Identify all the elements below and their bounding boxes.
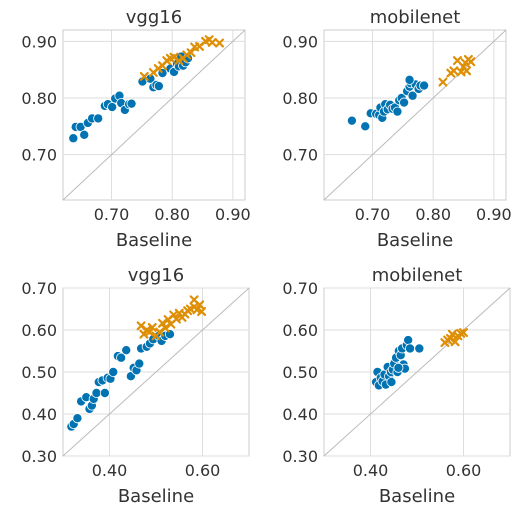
subplot-mobilenet-bottom: 0.40 0.60 0.30 0.40 0.50 0.60 0.70 mobilenet B… bbox=[282, 265, 511, 506]
data-point bbox=[346, 115, 357, 126]
plot-area: 0.70 0.80 0.90 0.70 0.80 0.90 bbox=[21, 29, 251, 224]
identity-line bbox=[323, 287, 511, 457]
subplot-title: mobilenet bbox=[372, 265, 463, 286]
x-tick-label: 0.60 bbox=[446, 461, 482, 480]
data-point bbox=[407, 90, 418, 101]
data-point-x bbox=[189, 295, 199, 305]
data-point bbox=[72, 413, 83, 424]
data-point bbox=[99, 387, 110, 398]
x-tick-label: 0.70 bbox=[355, 205, 391, 224]
identity-line bbox=[62, 29, 246, 201]
data-point bbox=[393, 362, 404, 373]
data-point bbox=[68, 133, 79, 144]
data-point bbox=[134, 358, 145, 369]
data-point bbox=[91, 387, 102, 398]
y-tick-label: 0.40 bbox=[282, 405, 318, 424]
y-tick-label: 0.90 bbox=[282, 32, 318, 51]
data-point-x bbox=[182, 50, 192, 60]
data-point-x bbox=[139, 71, 149, 81]
y-tick-label: 0.70 bbox=[21, 279, 57, 298]
subplot-mobilenet-top: 0.70 0.80 0.90 0.70 0.80 0.90 mobilenet Basel… bbox=[282, 7, 511, 251]
data-point bbox=[399, 97, 410, 108]
data-point bbox=[108, 366, 119, 377]
data-point-x bbox=[450, 337, 460, 347]
data-point bbox=[107, 102, 118, 113]
identity-line bbox=[323, 29, 507, 201]
x-axis-label: Baseline bbox=[377, 230, 453, 251]
data-point bbox=[419, 80, 430, 91]
data-point bbox=[93, 113, 104, 124]
data-point bbox=[405, 343, 416, 354]
data-point-x bbox=[459, 328, 468, 338]
data-point bbox=[404, 74, 415, 85]
y-tick-label: 0.80 bbox=[21, 89, 57, 108]
data-point-x bbox=[186, 48, 196, 58]
data-point-x bbox=[147, 322, 157, 332]
x-axis-label: Baseline bbox=[379, 486, 455, 506]
y-tick-label: 0.70 bbox=[282, 279, 318, 298]
data-point bbox=[116, 352, 127, 363]
plot-area: 0.70 0.80 0.90 0.70 0.80 0.90 bbox=[282, 29, 512, 224]
y-tick-label: 0.60 bbox=[21, 321, 57, 340]
data-point-x bbox=[197, 307, 207, 317]
data-point bbox=[386, 377, 397, 388]
data-point-x bbox=[174, 56, 184, 66]
data-point bbox=[164, 329, 175, 340]
y-tick-label: 0.50 bbox=[282, 363, 318, 382]
y-tick-label: 0.30 bbox=[21, 447, 57, 466]
data-point bbox=[153, 81, 164, 92]
data-point-x bbox=[215, 38, 225, 48]
y-tick-label: 0.70 bbox=[282, 146, 318, 165]
x-tick-label: 0.60 bbox=[185, 461, 221, 480]
data-point bbox=[360, 121, 371, 132]
subplot-title: mobilenet bbox=[370, 7, 461, 28]
data-point-x bbox=[192, 305, 202, 315]
y-tick-label: 0.90 bbox=[21, 32, 57, 51]
data-point-x bbox=[158, 318, 168, 328]
data-point-x bbox=[462, 66, 472, 76]
y-tick-label: 0.40 bbox=[21, 405, 57, 424]
y-tick-label: 0.70 bbox=[21, 146, 57, 165]
subplot-title: vgg16 bbox=[126, 7, 182, 28]
data-point-x bbox=[438, 77, 448, 87]
identity-line bbox=[62, 287, 250, 457]
x-tick-label: 0.90 bbox=[476, 205, 512, 224]
data-point-x bbox=[160, 323, 170, 333]
data-point-x bbox=[466, 57, 476, 67]
data-point bbox=[414, 343, 425, 354]
plot-area: 0.40 0.60 0.30 0.40 0.50 0.60 0.70 bbox=[21, 279, 250, 480]
x-tick-label: 0.80 bbox=[415, 205, 451, 224]
plot-area: 0.40 0.60 0.30 0.40 0.50 0.60 0.70 bbox=[282, 279, 511, 480]
x-axis-label: Baseline bbox=[118, 486, 194, 506]
y-tick-label: 0.60 bbox=[282, 321, 318, 340]
data-point bbox=[403, 335, 414, 346]
data-point bbox=[126, 98, 137, 109]
x-axis-label: Baseline bbox=[116, 230, 192, 251]
data-point bbox=[121, 345, 132, 356]
data-point-x bbox=[144, 327, 154, 337]
subplot-title: vgg16 bbox=[128, 265, 184, 286]
data-point-x bbox=[207, 37, 217, 47]
subplot-vgg16-top: 0.70 0.80 0.90 0.70 0.80 0.90 vgg16 Baseline bbox=[21, 7, 250, 251]
x-tick-label: 0.70 bbox=[94, 205, 130, 224]
x-tick-label: 0.40 bbox=[92, 461, 128, 480]
x-tick-label: 0.90 bbox=[215, 205, 251, 224]
x-tick-label: 0.80 bbox=[154, 205, 190, 224]
y-tick-label: 0.50 bbox=[21, 363, 57, 382]
x-tick-label: 0.40 bbox=[353, 461, 389, 480]
data-point bbox=[79, 129, 90, 140]
data-point-x bbox=[449, 66, 459, 76]
y-tick-label: 0.80 bbox=[282, 89, 318, 108]
data-point bbox=[392, 106, 403, 117]
subplot-vgg16-bottom: 0.40 0.60 0.30 0.40 0.50 0.60 0.70 vgg16 Basel… bbox=[21, 265, 250, 506]
y-tick-label: 0.30 bbox=[282, 447, 318, 466]
